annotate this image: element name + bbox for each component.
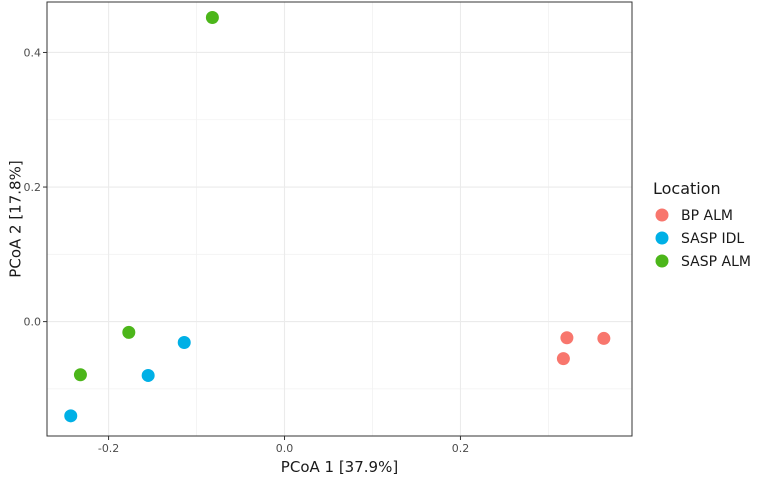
y-tick-label: 0.0 xyxy=(24,316,42,329)
legend-title: Location xyxy=(653,179,721,198)
point-bp-alm xyxy=(556,352,570,366)
point-bp-alm xyxy=(560,331,574,345)
y-tick-label: 0.2 xyxy=(24,181,42,194)
legend-label-bp-alm: BP ALM xyxy=(681,208,733,224)
x-tick-label: -0.2 xyxy=(98,442,119,455)
major-gridlines xyxy=(47,2,632,436)
y-tick-label: 0.4 xyxy=(24,46,42,59)
data-points xyxy=(64,10,611,423)
legend: Location BP ALM SASP IDL SASP ALM xyxy=(653,179,751,270)
legend-key-bp-alm xyxy=(655,208,669,222)
axis-ticks: -0.2 0.0 0.2 0.0 0.2 0.4 xyxy=(24,46,470,455)
point-sasp-idl xyxy=(64,409,78,423)
legend-key-sasp-idl xyxy=(655,231,669,245)
point-bp-alm xyxy=(597,331,611,345)
minor-gridlines xyxy=(47,2,632,436)
x-tick-label: 0.0 xyxy=(276,442,294,455)
legend-label-sasp-alm: SASP ALM xyxy=(681,254,751,270)
x-tick-label: 0.2 xyxy=(452,442,470,455)
plot-panel-border xyxy=(46,1,633,437)
point-sasp-idl xyxy=(177,335,191,349)
point-sasp-idl xyxy=(141,368,155,382)
legend-key-sasp-alm xyxy=(655,254,669,268)
legend-label-sasp-idl: SASP IDL xyxy=(681,231,744,247)
point-sasp-alm xyxy=(73,368,87,382)
y-axis-title: PCoA 2 [17.8%] xyxy=(7,160,25,277)
point-sasp-alm xyxy=(205,10,219,24)
x-axis-title: PCoA 1 [37.9%] xyxy=(281,458,398,476)
point-sasp-alm xyxy=(122,325,136,339)
